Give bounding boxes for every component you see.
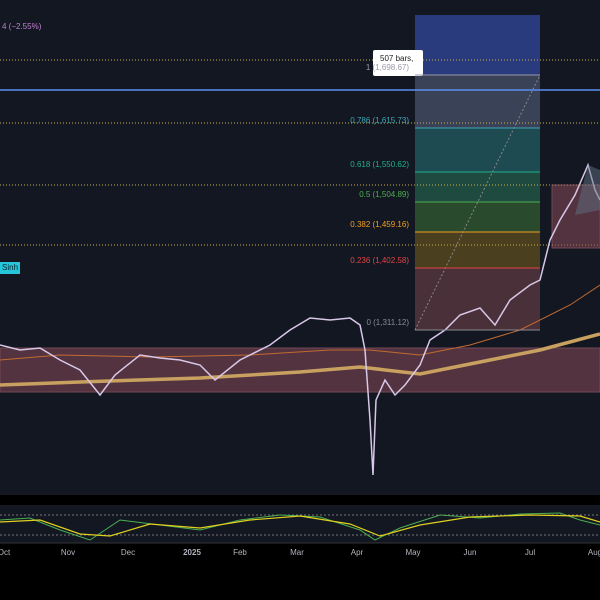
pattern [575, 165, 600, 215]
time-label: Mar [290, 548, 304, 557]
moving-average [0, 332, 600, 387]
fib-zone [415, 202, 540, 232]
fib-label: 0.5 (1,504.89) [359, 190, 409, 199]
time-label: Aug [588, 548, 600, 557]
measure-box [373, 50, 423, 76]
oscillator-pane [0, 505, 600, 543]
time-label: Jul [525, 548, 535, 557]
change-label: 4 (−2.55%) [2, 22, 42, 31]
fib-label: 0 (1,311.12) [366, 318, 409, 327]
osc-line [0, 514, 600, 537]
fib-zone [415, 128, 540, 172]
fib-label: 0.786 (1,615.73) [350, 116, 409, 125]
range-box [0, 347, 600, 393]
fib-label: 1 (1,698.67) [366, 63, 409, 72]
moving-average [0, 284, 600, 361]
fib-group: 1 (1,698.67) 0.786 (1,615.73) 0.618 (1,550… [350, 63, 540, 331]
fib-zone [415, 15, 540, 75]
fib-zone [415, 75, 540, 128]
time-label: Jun [464, 548, 477, 557]
time-axis: Oct Nov Dec 2025 Feb Mar Apr May Jun Jul Aug [0, 548, 600, 557]
tag-box [0, 262, 20, 274]
time-label: 2025 [183, 548, 201, 557]
fib-zone [415, 232, 540, 268]
osc-line [0, 512, 600, 541]
measure-label: 507 bars, [380, 54, 413, 63]
time-label: Oct [0, 548, 11, 557]
fib-zone [415, 172, 540, 202]
time-label: May [405, 548, 420, 557]
fib-label: 0.618 (1,550.62) [350, 160, 409, 169]
price-line [0, 162, 600, 476]
time-label: Feb [233, 548, 247, 557]
fib-label: 0.236 (1,402.58) [350, 256, 409, 265]
time-label: Dec [121, 548, 135, 557]
time-label: Apr [351, 548, 364, 557]
fib-label: 0.382 (1,459.16) [350, 220, 409, 229]
tag-label: Sinh [2, 263, 18, 272]
fib-zone [415, 268, 540, 330]
time-label: Nov [61, 548, 75, 557]
